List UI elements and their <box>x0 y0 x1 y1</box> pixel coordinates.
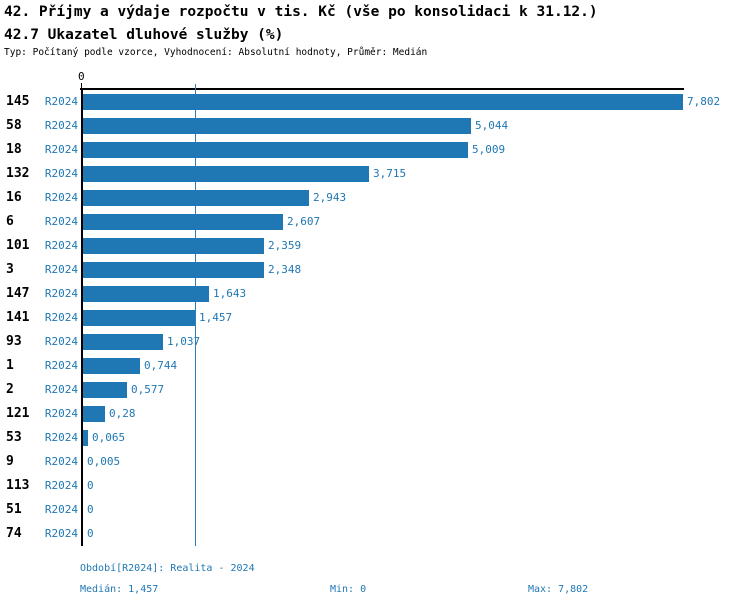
row-series-label: R2024 <box>44 359 78 372</box>
bar-value-label: 2,348 <box>268 263 302 276</box>
row-category-label: 9 <box>6 454 14 469</box>
row-category-label: 53 <box>6 430 22 445</box>
row-category-label: 141 <box>6 310 30 325</box>
chart-subtitle: Typ: Počítaný podle vzorce, Vyhodnocení:… <box>4 47 428 58</box>
row-category-label: 113 <box>6 478 30 493</box>
bar-value-label: 2,359 <box>268 239 302 252</box>
row-category-label: 132 <box>6 166 30 181</box>
bar-value-label: 0,744 <box>144 359 178 372</box>
bar-value-label: 3,715 <box>373 167 407 180</box>
bar <box>83 286 209 302</box>
x-axis-zero-tick <box>81 83 82 89</box>
bar-value-label: 0,065 <box>92 431 126 444</box>
row-series-label: R2024 <box>44 263 78 276</box>
row-category-label: 18 <box>6 142 22 157</box>
row-series-label: R2024 <box>44 527 78 540</box>
bar-value-label: 1,037 <box>167 335 201 348</box>
bar <box>83 262 264 278</box>
bar <box>83 406 105 422</box>
bar-value-label: 1,457 <box>199 311 233 324</box>
bar <box>83 238 264 254</box>
median-reference-line <box>195 84 196 546</box>
row-category-label: 147 <box>6 286 30 301</box>
bar <box>83 166 369 182</box>
row-category-label: 145 <box>6 94 30 109</box>
row-series-label: R2024 <box>44 503 78 516</box>
row-series-label: R2024 <box>44 95 78 108</box>
bar-value-label: 0,005 <box>87 455 121 468</box>
bar <box>83 142 468 158</box>
footer-period-label: Období[R2024]: Realita - 2024 <box>80 563 255 574</box>
bar-value-label: 0 <box>87 503 94 516</box>
row-series-label: R2024 <box>44 455 78 468</box>
chart-title-line2: 42.7 Ukazatel dluhové služby (%) <box>4 27 284 43</box>
y-axis-spine <box>81 90 83 546</box>
row-category-label: 6 <box>6 214 14 229</box>
bar-value-label: 0 <box>87 527 94 540</box>
row-category-label: 121 <box>6 406 30 421</box>
bar-value-label: 2,607 <box>287 215 321 228</box>
chart-title-line1: 42. Příjmy a výdaje rozpočtu v tis. Kč (… <box>4 4 598 20</box>
row-category-label: 2 <box>6 382 14 397</box>
bar-value-label: 5,009 <box>472 143 506 156</box>
bar <box>83 310 195 326</box>
x-axis-zero-tick-label: 0 <box>78 70 85 83</box>
row-category-label: 1 <box>6 358 14 373</box>
row-series-label: R2024 <box>44 119 78 132</box>
row-category-label: 74 <box>6 526 22 541</box>
row-series-label: R2024 <box>44 479 78 492</box>
row-series-label: R2024 <box>44 167 78 180</box>
bar-value-label: 7,802 <box>687 95 721 108</box>
row-category-label: 51 <box>6 502 22 517</box>
row-series-label: R2024 <box>44 239 78 252</box>
bar-value-label: 0,577 <box>131 383 165 396</box>
row-series-label: R2024 <box>44 335 78 348</box>
row-series-label: R2024 <box>44 407 78 420</box>
footer-median-label: Medián: 1,457 <box>80 584 159 595</box>
bar-value-label: 5,044 <box>475 119 509 132</box>
bar-value-label: 2,943 <box>313 191 347 204</box>
row-series-label: R2024 <box>44 287 78 300</box>
bar <box>83 358 140 374</box>
row-series-label: R2024 <box>44 431 78 444</box>
bar <box>83 334 163 350</box>
row-series-label: R2024 <box>44 191 78 204</box>
bar <box>83 214 283 230</box>
bar-value-label: 1,643 <box>213 287 247 300</box>
row-series-label: R2024 <box>44 143 78 156</box>
row-category-label: 58 <box>6 118 22 133</box>
row-category-label: 3 <box>6 262 14 277</box>
footer-max-label: Max: 7,802 <box>528 584 589 595</box>
bar-value-label: 0,28 <box>109 407 136 420</box>
bar <box>83 118 471 134</box>
row-series-label: R2024 <box>44 311 78 324</box>
row-category-label: 101 <box>6 238 30 253</box>
row-category-label: 16 <box>6 190 22 205</box>
bar <box>83 94 683 110</box>
x-axis-top-spine <box>80 88 684 90</box>
row-series-label: R2024 <box>44 383 78 396</box>
row-category-label: 93 <box>6 334 22 349</box>
bar <box>83 382 127 398</box>
bar <box>83 430 88 446</box>
row-series-label: R2024 <box>44 215 78 228</box>
bar-value-label: 0 <box>87 479 94 492</box>
bar <box>83 190 309 206</box>
footer-min-label: Min: 0 <box>330 584 367 595</box>
